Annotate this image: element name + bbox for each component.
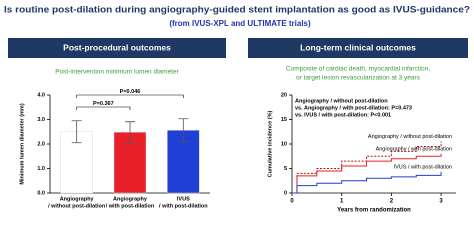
x-tick-label: IVUS (177, 196, 190, 202)
x-tick-label: 3 (439, 199, 443, 205)
panel-header-bg (8, 38, 226, 58)
page-subtitle: (from IVUS-XPL and ULTIMATE trials) (169, 19, 311, 28)
significance-bracket (76, 106, 131, 110)
x-tick-label: / with post-dilation (159, 203, 208, 209)
p-value-note: vs. IVUS / with post-dilation: P<0.001 (295, 112, 391, 118)
error-bar (178, 118, 189, 143)
panel-caption: or target lesion revascularization at 3 … (296, 75, 421, 82)
x-tick-label: 0 (290, 199, 294, 205)
x-tick-label: Angiography (60, 196, 95, 202)
panel-caption: Composite of cardiac death, myocardial i… (286, 66, 430, 73)
y-tick-label: 0.0 (37, 190, 45, 196)
km-curve (292, 171, 442, 194)
panel-header: Long-term clinical outcomes (300, 42, 416, 52)
page-title: Is routine post-dilation during angiogra… (4, 4, 470, 14)
significance-bracket (76, 94, 184, 98)
y-tick-label: 2.0 (37, 141, 45, 147)
x-tick-label: / with post-dilation (106, 203, 155, 209)
x-tick-label: 2 (390, 199, 394, 205)
infographic: Is routine post-dilation during angiogra… (4, 4, 470, 214)
series-label: Angiography / with post-dilation (376, 146, 452, 152)
x-axis-label: Years from randomization (337, 208, 411, 214)
error-bar (71, 120, 82, 144)
error-bar (125, 121, 135, 144)
y-tick-label: 1.0 (37, 166, 45, 172)
x-tick-label: 1 (340, 199, 344, 205)
p-value-note: vs. Angiography / with post-dilation: P=… (295, 105, 412, 111)
panel-caption: Post-intervention minimum lumen diameter (55, 69, 179, 76)
y-axis-label: Cumulative incidence (%) (267, 111, 273, 178)
y-tick-label: 15 (281, 117, 287, 123)
y-tick-label: 5 (284, 166, 287, 172)
panel-header: Post-procedural outcomes (63, 42, 171, 52)
series-label: IVUS / with post-dilation (394, 164, 452, 170)
x-tick-label: Angiography (113, 196, 148, 202)
y-tick-label: 10 (281, 141, 287, 147)
series-label: Angiography / without post-dilation (368, 134, 452, 140)
y-tick-label: 20 (281, 92, 287, 98)
y-tick-label: 0 (284, 190, 287, 196)
x-tick-label: / without post-dilation (48, 203, 106, 209)
km-curve (292, 153, 442, 194)
p-value-note: Angiography / without post-dilation (295, 98, 388, 104)
p-value: P=0.046 (120, 89, 141, 95)
y-tick-label: 3.0 (37, 117, 45, 123)
y-tick-label: 4.0 (37, 92, 45, 98)
y-axis-label: Minimum lumen diameter (mm) (19, 103, 25, 184)
p-value: P=0.367 (93, 101, 114, 107)
panel-header-bg (248, 38, 468, 58)
